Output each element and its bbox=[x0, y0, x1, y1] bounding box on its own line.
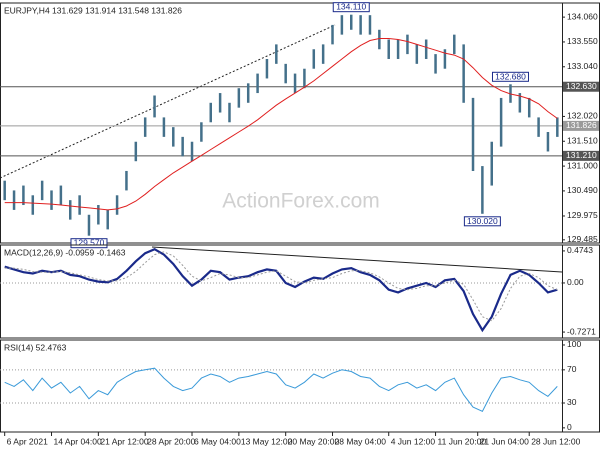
y-tick-label: 131.510 bbox=[567, 136, 598, 146]
x-tick-label: 20 May 20:00 bbox=[288, 436, 340, 446]
y-tick-label: 0 bbox=[567, 422, 572, 432]
x-tick-label: 4 Jun 12:00 bbox=[391, 436, 436, 446]
x-tick-label: 28 Apr 20:00 bbox=[147, 436, 195, 446]
x-tick-label: 28 Jun 12:00 bbox=[531, 436, 580, 446]
x-tick-label: 6 Apr 2021 bbox=[7, 436, 48, 446]
y-tick-label: 129.975 bbox=[567, 210, 598, 220]
annotation-label: 129.570 bbox=[74, 238, 105, 248]
watermark: ActionForex.com bbox=[222, 190, 380, 213]
macd-trend-line bbox=[151, 246, 563, 273]
annotation-box bbox=[463, 216, 501, 227]
level-label-box bbox=[563, 150, 599, 161]
x-tick-label: 21 Jun 04:00 bbox=[480, 436, 529, 446]
x-tick-label: 11 Jun 20:00 bbox=[438, 436, 487, 446]
y-tick-label: 131.000 bbox=[567, 160, 598, 170]
y-tick-label: 133.040 bbox=[567, 61, 598, 71]
y-tick-label: 132.020 bbox=[567, 111, 598, 121]
x-tick-label: 13 May 12:00 bbox=[241, 436, 293, 446]
pane-title: MACD(12,26,9) -0.0959 -0.1463 bbox=[4, 247, 126, 257]
trend-line bbox=[0, 24, 336, 179]
series-line bbox=[4, 247, 558, 333]
annotation-label: 134.110 bbox=[336, 2, 366, 12]
annotation-label: 132.680 bbox=[495, 71, 526, 81]
y-tick-label: 134.060 bbox=[567, 11, 598, 21]
annotation-box bbox=[332, 2, 370, 13]
level-label: 131.826 bbox=[566, 120, 597, 130]
pane-title: RSI(14) 52.4763 bbox=[4, 342, 67, 352]
y-tick-label: 130.490 bbox=[567, 185, 598, 195]
annotation-label: 130.020 bbox=[467, 216, 498, 226]
y-tick-label: 0.00 bbox=[567, 277, 584, 287]
level-label-box bbox=[563, 120, 599, 131]
level-label: 131.210 bbox=[566, 150, 597, 160]
annotation-box bbox=[491, 71, 529, 82]
annotation-box bbox=[70, 238, 108, 249]
series-line bbox=[4, 367, 558, 412]
y-tick-label: 100 bbox=[567, 339, 581, 349]
level-label: 132.630 bbox=[566, 81, 597, 91]
y-tick-label: 30 bbox=[567, 397, 577, 407]
level-label-box bbox=[563, 81, 599, 92]
x-tick-label: 28 May 04:00 bbox=[335, 436, 387, 446]
y-tick-label: 133.550 bbox=[567, 36, 598, 46]
pane-title: EURJPY,H4 131.629 131.914 131.548 131.82… bbox=[4, 5, 182, 15]
x-tick-label: 21 Apr 12:00 bbox=[100, 436, 148, 446]
y-tick-label: 0.4743 bbox=[567, 245, 593, 255]
y-tick-label: 70 bbox=[567, 364, 577, 374]
y-tick-label: 129.485 bbox=[567, 234, 598, 244]
y-tick-label: -0.7271 bbox=[567, 326, 596, 336]
x-tick-label: 14 Apr 04:00 bbox=[54, 436, 102, 446]
series-line bbox=[4, 251, 558, 322]
series-line bbox=[4, 38, 558, 211]
x-tick-label: 6 May 04:00 bbox=[194, 436, 241, 446]
